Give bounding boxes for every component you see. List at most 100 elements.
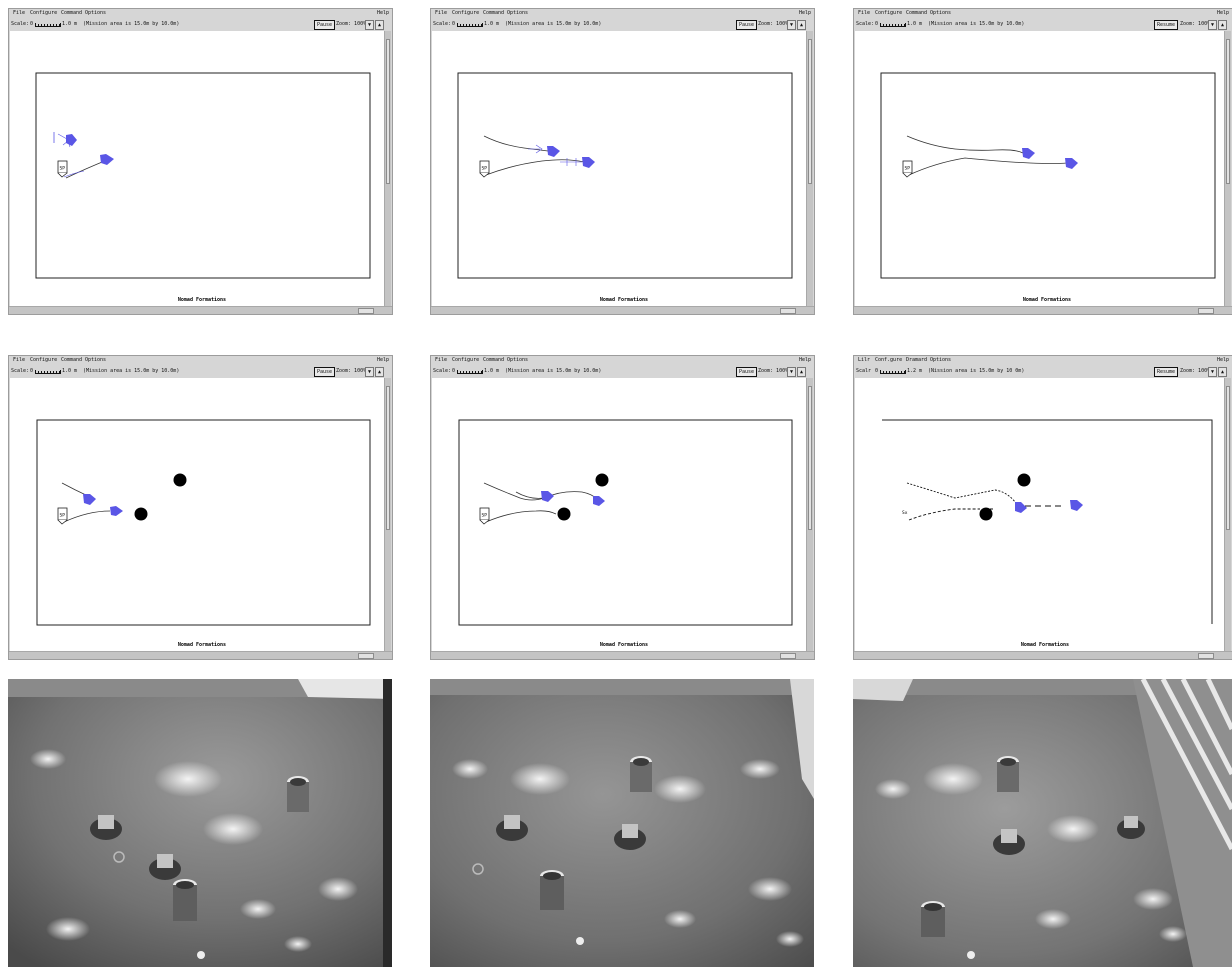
- vertical-scrollbar[interactable]: [1224, 378, 1231, 651]
- mission-canvas[interactable]: SP Nomad Formations: [432, 31, 806, 306]
- menu-configure[interactable]: Configure: [30, 357, 58, 363]
- horizontal-scrollbar[interactable]: [9, 651, 392, 659]
- mission-window-2: File Configure Command Options Help Scal…: [430, 8, 815, 315]
- zoom-up-button[interactable]: ▲: [375, 367, 384, 377]
- menu-command[interactable]: Command: [483, 10, 505, 16]
- menu-command[interactable]: Command: [61, 10, 83, 16]
- menu-file[interactable]: File: [858, 10, 871, 16]
- mission-canvas[interactable]: SP Nomad Formations: [10, 31, 384, 306]
- pause-button[interactable]: Pause: [314, 20, 336, 30]
- obstacle-icon: [1017, 473, 1031, 487]
- mission-area-text: (Mission area is 15.0m by 10.0m): [83, 21, 180, 27]
- mission-map: SP Nomad Formations: [880, 72, 1216, 303]
- menu-file[interactable]: File: [435, 10, 448, 16]
- menu-configure[interactable]: Configure: [452, 357, 480, 363]
- horizontal-scrollbar[interactable]: [431, 306, 814, 314]
- vertical-scroll-thumb[interactable]: [808, 386, 812, 530]
- mission-canvas[interactable]: Sx Nomad Formations: [855, 378, 1224, 651]
- zoom-up-button[interactable]: ▲: [1218, 367, 1227, 377]
- zoom-up-button[interactable]: ▲: [797, 367, 806, 377]
- menu-options[interactable]: Options: [930, 357, 952, 363]
- menu-command[interactable]: Command: [61, 357, 83, 363]
- menu-configure[interactable]: Configure: [30, 10, 58, 16]
- robot-icon: [66, 134, 77, 146]
- zoom-down-button[interactable]: ▼: [365, 20, 374, 30]
- menu-configure[interactable]: Configure: [452, 10, 480, 16]
- horizontal-scroll-thumb[interactable]: [780, 653, 796, 659]
- horizontal-scroll-thumb[interactable]: [358, 308, 374, 314]
- mission-map: SP Nomad Formations: [35, 72, 371, 303]
- pause-button[interactable]: Pause: [736, 20, 758, 30]
- horizontal-scroll-thumb[interactable]: [1198, 308, 1214, 314]
- horizontal-scrollbar[interactable]: [854, 306, 1232, 314]
- vertical-scrollbar[interactable]: [806, 31, 813, 306]
- menu-file[interactable]: File: [13, 357, 26, 363]
- menu-configure[interactable]: Configure: [875, 10, 903, 16]
- horizontal-scrollbar[interactable]: [9, 306, 392, 314]
- zoom-down-button[interactable]: ▼: [787, 20, 796, 30]
- horizontal-scroll-thumb[interactable]: [1198, 653, 1214, 659]
- horizontal-scroll-thumb[interactable]: [358, 653, 374, 659]
- robot-trail: [483, 482, 545, 501]
- mission-canvas[interactable]: SP Nomad Formations: [10, 378, 384, 651]
- vertical-scrollbar[interactable]: [806, 378, 813, 651]
- horizontal-scrollbar[interactable]: [431, 651, 814, 659]
- zoom-up-button[interactable]: ▲: [797, 20, 806, 30]
- menu-command[interactable]: Dramard: [906, 357, 928, 363]
- mission-map: SP Nomad Formations: [457, 72, 793, 303]
- horizontal-scroll-thumb[interactable]: [780, 308, 796, 314]
- menu-help[interactable]: Help: [376, 357, 389, 363]
- menu-file[interactable]: Lilr: [858, 357, 871, 363]
- camera-frame: [8, 679, 392, 967]
- toolbar: Scale: 0 1.0 m (Mission area is 15.0m by…: [431, 19, 814, 30]
- vertical-scroll-thumb[interactable]: [1226, 386, 1230, 530]
- resume-button[interactable]: Resume: [1154, 367, 1179, 377]
- zoom-up-button[interactable]: ▲: [375, 20, 384, 30]
- vertical-scrollbar[interactable]: [384, 378, 391, 651]
- vertical-scroll-thumb[interactable]: [1226, 39, 1230, 184]
- robot-icon: [547, 146, 560, 157]
- menu-help[interactable]: Help: [376, 10, 389, 16]
- menu-bar: File Configure Command Options Help: [9, 9, 392, 18]
- menu-options[interactable]: Options: [85, 357, 107, 363]
- zoom-down-button[interactable]: ▼: [365, 367, 374, 377]
- menu-options[interactable]: Options: [507, 10, 529, 16]
- pause-button[interactable]: Pause: [736, 367, 758, 377]
- obstacle-cylinder: [921, 907, 945, 937]
- robot-trail: [63, 510, 111, 523]
- menu-options[interactable]: Options: [930, 10, 952, 16]
- vertical-scrollbar[interactable]: [384, 31, 391, 306]
- menu-file[interactable]: File: [13, 10, 26, 16]
- mission-area-boundary: [458, 419, 793, 626]
- zoom-up-button[interactable]: ▲: [1218, 20, 1227, 30]
- vertical-scroll-thumb[interactable]: [386, 386, 390, 530]
- vertical-scrollbar[interactable]: [1224, 31, 1231, 306]
- mission-canvas[interactable]: SP Nomad Formations: [432, 378, 806, 651]
- menu-help[interactable]: Help: [1216, 10, 1229, 16]
- zoom-down-button[interactable]: ▼: [787, 367, 796, 377]
- horizontal-scrollbar[interactable]: [854, 651, 1232, 659]
- mission-canvas[interactable]: SP Nomad Formations: [855, 31, 1224, 306]
- menu-bar: File Configure Command Options Help: [9, 356, 392, 365]
- menu-command[interactable]: Command: [483, 357, 505, 363]
- menu-help[interactable]: Help: [798, 10, 811, 16]
- zoom-label: Zoom: 100%: [336, 368, 367, 374]
- menu-file[interactable]: File: [435, 357, 448, 363]
- menu-command[interactable]: Command: [906, 10, 928, 16]
- menu-help[interactable]: Help: [798, 357, 811, 363]
- robot-icon: [1015, 502, 1027, 513]
- menu-configure[interactable]: Conf.gure: [875, 357, 903, 363]
- obstacle-icon: [595, 473, 609, 487]
- resume-button[interactable]: Resume: [1154, 20, 1179, 30]
- mission-window-3: File Configure Command Options Help Scal…: [853, 8, 1232, 315]
- vertical-scroll-thumb[interactable]: [386, 39, 390, 184]
- zoom-down-button[interactable]: ▼: [1208, 20, 1217, 30]
- mission-area-text: (Nission area is 15.0m by 10 0m): [928, 368, 1025, 374]
- vertical-scroll-thumb[interactable]: [808, 39, 812, 184]
- start-point-marker-tip: [57, 519, 68, 525]
- menu-options[interactable]: Options: [85, 10, 107, 16]
- menu-help[interactable]: Help: [1216, 357, 1229, 363]
- menu-options[interactable]: Options: [507, 357, 529, 363]
- pause-button[interactable]: Pause: [314, 367, 336, 377]
- zoom-down-button[interactable]: ▼: [1208, 367, 1217, 377]
